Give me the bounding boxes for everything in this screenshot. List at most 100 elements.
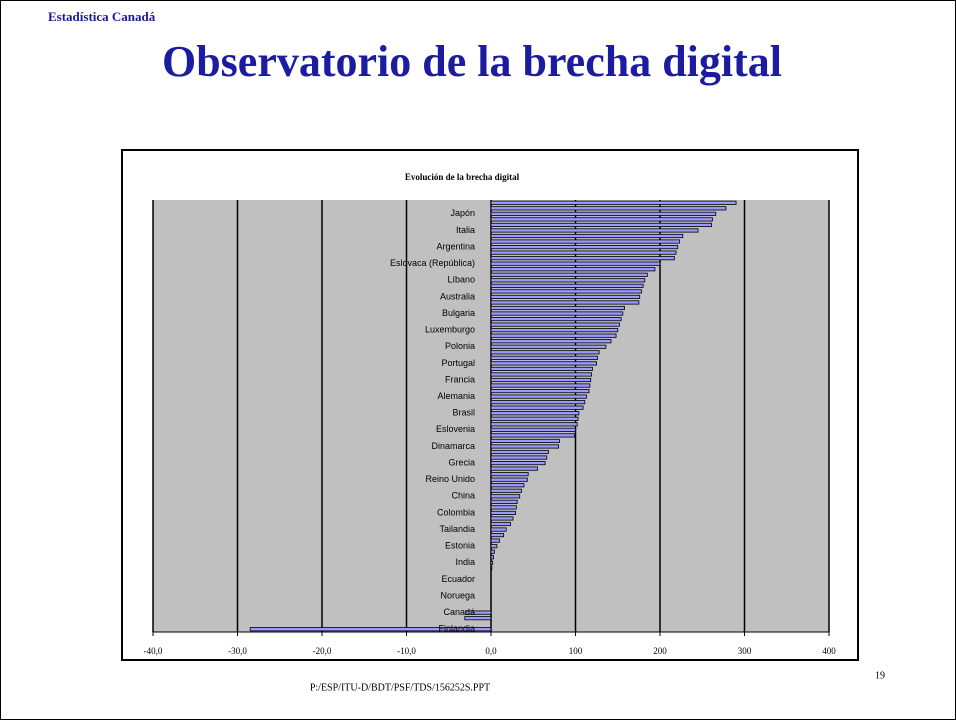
y-tick-label: Finlandia: [438, 624, 475, 634]
bar: [490, 389, 590, 394]
bar: [490, 416, 579, 421]
chart-title: Evolución de la brecha digital: [405, 172, 520, 182]
bar: [490, 339, 612, 344]
bar: [490, 366, 593, 371]
bar: [490, 317, 622, 322]
y-tick-label: Eslovaca (República): [390, 258, 475, 268]
bar: [490, 566, 493, 571]
bar: [490, 405, 584, 410]
bar: [490, 461, 546, 466]
bar: [490, 200, 737, 205]
y-tick-label: Ecuador: [441, 574, 475, 584]
bar: [490, 444, 559, 449]
y-tick-label: Argentina: [436, 241, 475, 251]
bar: [490, 466, 538, 471]
bar: [490, 394, 587, 399]
y-tick-label: Colombia: [437, 507, 475, 517]
bar: [490, 438, 560, 443]
bar: [490, 283, 644, 288]
bar: [490, 455, 548, 460]
bar: [490, 333, 617, 338]
bar: [490, 544, 498, 549]
x-tick-label: -20,0: [313, 646, 332, 656]
bar: [490, 499, 518, 504]
y-tick-label: Japón: [450, 208, 475, 218]
bar: [490, 344, 607, 349]
bar: [490, 322, 620, 327]
bar: [490, 261, 661, 266]
bar: [490, 206, 727, 211]
y-tick-label: Reino Unido: [425, 474, 475, 484]
bar: [490, 483, 525, 488]
bar: [490, 377, 592, 383]
bar: [490, 278, 646, 283]
bar: [490, 505, 517, 510]
bar: [490, 555, 494, 560]
bar: [490, 217, 713, 222]
bar: [490, 422, 578, 427]
bar: [490, 239, 680, 244]
header: Estadística Canadá: [48, 9, 156, 24]
bar: [490, 472, 529, 477]
y-tick-label: Alemania: [437, 391, 475, 401]
x-tick-label: -40,0: [144, 646, 163, 656]
bar: [490, 294, 641, 299]
y-tick-label: Brasil: [452, 408, 475, 418]
x-tick-label: 300: [738, 646, 752, 656]
x-tick-label: 200: [653, 646, 667, 656]
y-tick-label: Luxemburgo: [425, 325, 475, 335]
x-tick-label: 100: [569, 646, 583, 656]
y-tick-label: Francia: [445, 374, 475, 384]
bar: [490, 300, 640, 305]
bar: [249, 627, 492, 632]
bar: [490, 533, 505, 538]
bar: [490, 250, 677, 255]
bar: [490, 233, 684, 239]
x-tick-label: 0,0: [485, 646, 497, 656]
bar: [490, 527, 507, 532]
y-tick-label: Estonia: [445, 541, 475, 551]
bar: [490, 228, 699, 233]
bar: [490, 267, 656, 272]
y-tick-label: Canadá: [443, 607, 475, 617]
bar: [490, 383, 591, 388]
bar: [490, 311, 624, 316]
y-tick-label: Portugal: [441, 358, 475, 368]
bar: [490, 494, 521, 499]
bar: [465, 610, 492, 615]
bar: [490, 449, 549, 455]
bar: [490, 211, 717, 216]
page-number: 19: [875, 670, 885, 681]
bar: [464, 616, 492, 621]
bar: [490, 245, 679, 250]
slide-title: Observatorio de la brecha digital: [162, 37, 782, 86]
bar: [490, 361, 598, 366]
bar: [490, 538, 500, 543]
bar: [490, 328, 619, 333]
y-tick-label: India: [455, 557, 475, 567]
bar: [490, 477, 528, 482]
x-tick-label: -10,0: [397, 646, 416, 656]
bar: [490, 350, 600, 355]
y-tick-label: Líbano: [447, 275, 475, 285]
bar: [490, 521, 511, 527]
y-tick-label: Australia: [440, 291, 475, 301]
y-tick-label: Eslovenia: [436, 424, 475, 434]
bar: [490, 433, 576, 438]
y-tick-label: China: [451, 491, 475, 501]
x-tick-label: -30,0: [228, 646, 247, 656]
y-tick-label: Grecia: [448, 457, 475, 467]
bar: [490, 289, 642, 294]
bar: [490, 222, 712, 227]
footer: P:/ESP/ITU-D/BDT/PSF/TDS/156252S.PPT: [310, 682, 490, 693]
bar: [490, 549, 495, 554]
bar: [490, 510, 516, 515]
y-tick-label: Polonia: [445, 341, 475, 351]
bar: [490, 305, 625, 311]
bar: [490, 488, 522, 493]
x-tick-label: 400: [822, 646, 836, 656]
y-tick-label: Italia: [456, 225, 475, 235]
bar: [490, 560, 494, 565]
y-tick-label: Noruega: [440, 590, 475, 600]
